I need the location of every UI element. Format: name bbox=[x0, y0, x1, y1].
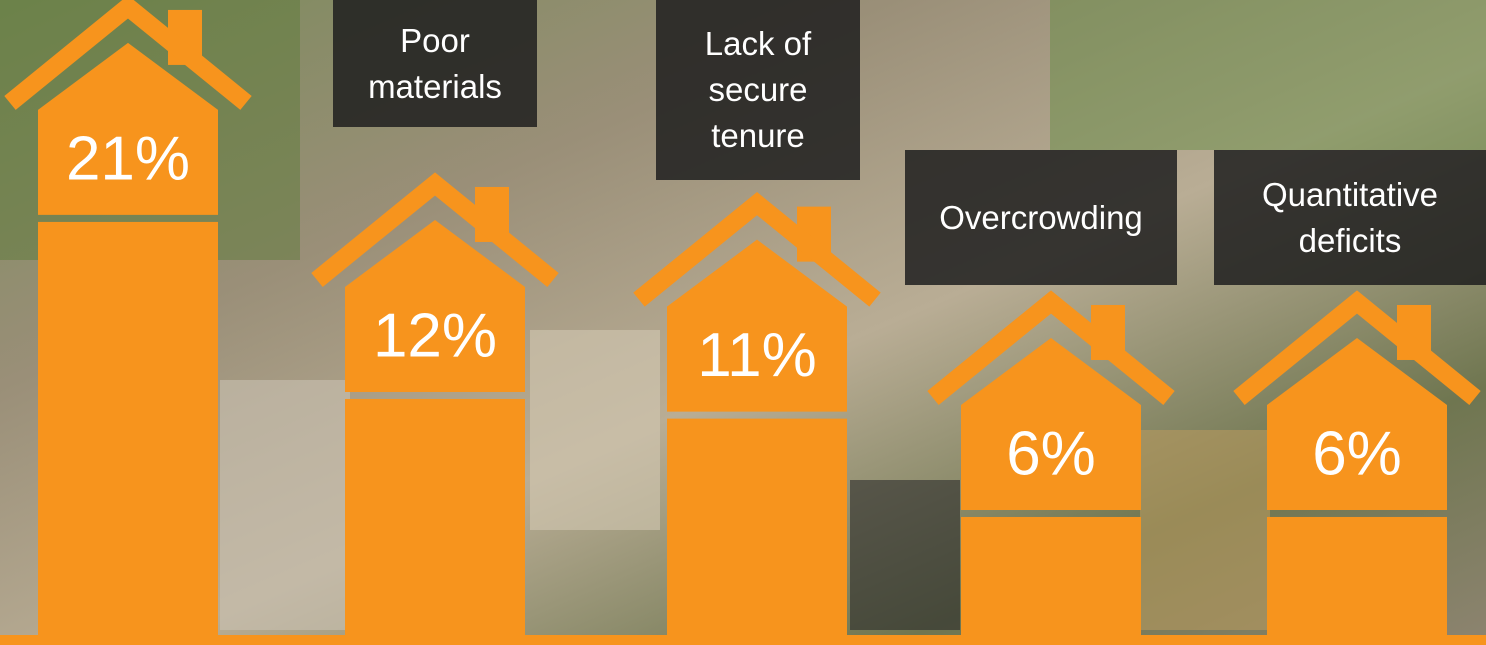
roof bbox=[4, 0, 252, 110]
category-label: Overcrowding bbox=[905, 150, 1177, 285]
shack bbox=[1140, 430, 1270, 630]
value-label: 12% bbox=[373, 301, 497, 370]
house bbox=[1267, 337, 1447, 510]
category-label: Lack of secure tenure bbox=[656, 0, 860, 180]
value-label: 11% bbox=[697, 321, 817, 390]
category-label: Poor materials bbox=[333, 0, 537, 127]
shack bbox=[530, 330, 660, 530]
value-label: 21% bbox=[66, 124, 190, 193]
house bbox=[961, 337, 1141, 510]
category-label: Quantitative deficits bbox=[1214, 150, 1486, 285]
bar bbox=[961, 516, 1141, 635]
house bbox=[667, 239, 847, 412]
roof bbox=[927, 290, 1175, 405]
value-label: 6% bbox=[1312, 419, 1402, 488]
bar bbox=[345, 398, 525, 635]
roof bbox=[311, 172, 559, 287]
house bbox=[345, 219, 525, 392]
shack bbox=[220, 380, 350, 630]
shack bbox=[850, 480, 960, 630]
bar bbox=[667, 418, 847, 635]
bar bbox=[1267, 516, 1447, 635]
foliage bbox=[1050, 0, 1486, 150]
bar bbox=[38, 221, 218, 635]
house bbox=[38, 42, 218, 215]
base-strip bbox=[0, 635, 1486, 645]
roof bbox=[633, 192, 881, 307]
value-label: 6% bbox=[1006, 419, 1096, 488]
roof bbox=[1233, 290, 1481, 405]
